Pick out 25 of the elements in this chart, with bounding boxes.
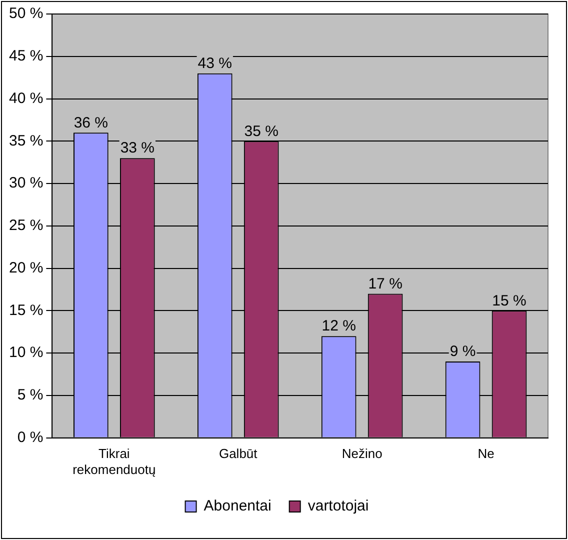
data-label: 17 % [368, 275, 402, 292]
y-tick-label: 5 % [17, 386, 44, 404]
y-tick-label: 30 % [8, 174, 44, 192]
x-tick-label: Tikrai rekomenduotų [72, 446, 156, 477]
data-label: 12 % [322, 318, 356, 335]
y-tick-label: 15 % [8, 302, 44, 319]
data-label: 15 % [492, 292, 526, 310]
data-label: 9 % [450, 343, 476, 360]
y-tick-label: 50 % [8, 5, 44, 22]
x-tick-label: Galbūt [218, 446, 258, 462]
y-tick-label: 40 % [8, 90, 44, 107]
y-tick-label: 35 % [8, 132, 44, 150]
data-label: 36 % [74, 114, 108, 132]
data-label: 33 % [120, 140, 155, 157]
y-tick-label: 10 % [8, 344, 44, 362]
y-tick-label: 45 % [8, 48, 44, 65]
y-tick-label: 20 % [8, 259, 44, 276]
legend-label: Abonentai [204, 498, 272, 515]
data-label: 43 % [198, 54, 232, 72]
legend-label: vartotojai [308, 498, 369, 515]
x-tick-label: Ne [478, 446, 494, 462]
x-tick-label: Nežino [342, 446, 382, 462]
y-tick-label: 0 % [17, 428, 44, 446]
data-label: 35 % [244, 122, 278, 140]
y-tick-label: 25 % [8, 217, 44, 234]
